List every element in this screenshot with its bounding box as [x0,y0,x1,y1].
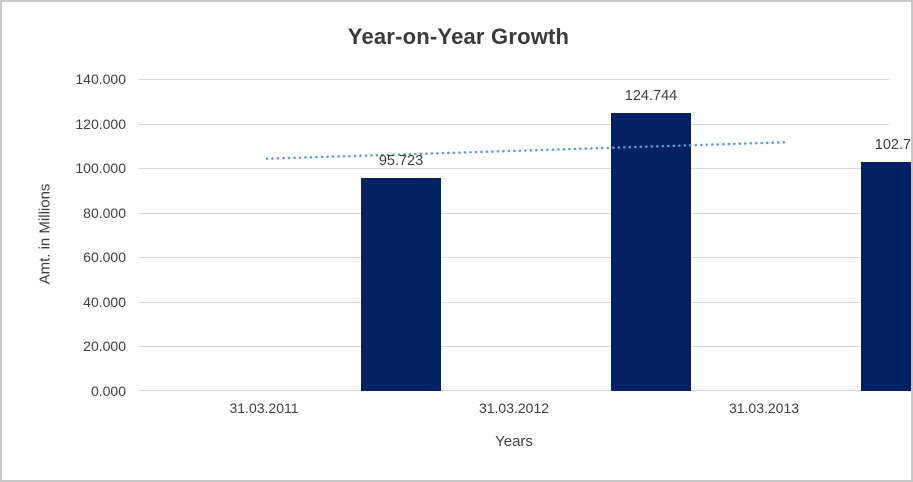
x-tick-label: 31.03.2013 [728,400,800,416]
x-tick-label: 31.03.2012 [478,400,550,416]
gridline [139,123,889,125]
y-tick-label: 100.000 [75,160,126,177]
y-tick-label: 120.000 [75,115,126,132]
y-tick-label: 60.000 [83,249,126,266]
y-tick-label: 0.000 [90,383,126,399]
data-label: 124.744 [624,88,678,104]
x-axis-line [139,390,889,391]
chart-title: Year-on-Year Growth [347,24,570,49]
y-tick-label: 20.000 [83,338,126,355]
gridline [139,79,889,80]
gridline [139,346,889,348]
x-tick-label: 31.03.2011 [229,400,299,416]
data-label: 102.781 [874,136,912,153]
trendline-dotted [265,140,789,160]
y-tick-label: 40.000 [83,293,126,310]
y-axis-title: Amt. in Millions [36,183,54,285]
gridline [139,168,889,170]
gridline [139,257,889,259]
gridline [139,301,889,303]
y-tick-label: 80.000 [83,204,126,221]
data-label: 95.723 [378,152,424,169]
bar-31.03.2011 [361,177,441,391]
plot-area: 95.723 124.744 102.781 [139,79,911,391]
gridline [139,212,889,214]
bar-31.03.2012 [611,113,691,391]
bar-31.03.2013 [861,161,911,391]
x-axis-title: Years [495,433,533,450]
y-tick-label: 140.000 [75,71,126,87]
